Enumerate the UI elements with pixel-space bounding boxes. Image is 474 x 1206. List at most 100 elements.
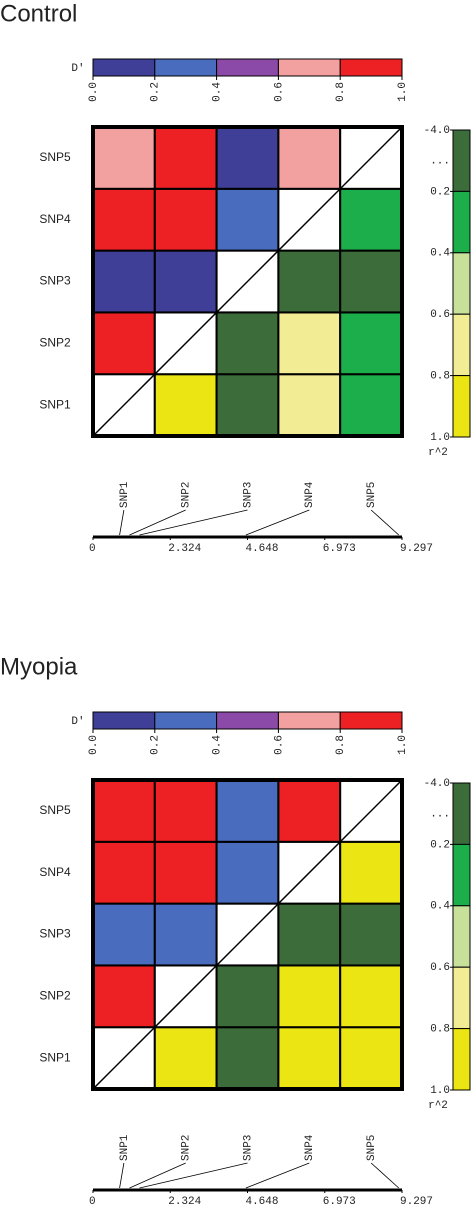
r2-legend-label: r^2 bbox=[428, 447, 448, 459]
snp-row-label: SNP4 bbox=[39, 865, 71, 879]
r2-legend-swatch bbox=[452, 190, 471, 254]
dprime-cell bbox=[215, 126, 280, 190]
dprime-legend-label: D' bbox=[71, 63, 84, 75]
r2-tick-label: -4.0 bbox=[424, 778, 450, 790]
r2-cell bbox=[339, 311, 404, 376]
snp-position-connector bbox=[139, 1162, 248, 1189]
r2-tick-label: 1.0 bbox=[430, 432, 450, 444]
r2-cell bbox=[277, 902, 342, 967]
r2-cell bbox=[339, 1026, 404, 1091]
snp-row-label: SNP3 bbox=[39, 927, 71, 941]
dprime-cell bbox=[215, 840, 280, 905]
r2-cell bbox=[215, 964, 280, 1029]
dprime-cell bbox=[92, 840, 156, 905]
dprime-legend-swatch bbox=[92, 711, 156, 730]
snp-axis-label: SNP5 bbox=[366, 1135, 378, 1161]
diagonal bbox=[92, 779, 403, 1090]
r2-cell bbox=[339, 373, 404, 438]
dprime-cell bbox=[92, 964, 156, 1029]
x-tick-label: 0 bbox=[89, 543, 96, 555]
snp-axis-label: SNP4 bbox=[304, 481, 316, 508]
snp-position-connector bbox=[129, 1162, 186, 1189]
snp-axis-label: SNP2 bbox=[181, 482, 193, 508]
snp-row-label: SNP1 bbox=[39, 397, 71, 411]
diagonal bbox=[92, 126, 403, 437]
dprime-legend-swatch bbox=[339, 711, 403, 730]
snp-row-label: SNP3 bbox=[39, 274, 71, 288]
snp-position-connector bbox=[129, 509, 186, 536]
r2-tick-label: ... bbox=[430, 809, 450, 821]
dprime-cell bbox=[277, 779, 342, 843]
dprime-cell bbox=[215, 779, 280, 843]
dprime-tick-label: 0.0 bbox=[88, 82, 100, 102]
snp-row-label: SNP5 bbox=[39, 150, 71, 164]
snp-axis-label: SNP3 bbox=[242, 482, 254, 508]
dprime-tick-label: 0.4 bbox=[212, 82, 224, 102]
r2-legend-swatch bbox=[452, 843, 471, 907]
dprime-tick-label: 0.8 bbox=[335, 735, 347, 755]
panel-title: Control bbox=[0, 0, 77, 27]
snp-axis-label: SNP2 bbox=[181, 1135, 193, 1161]
matrix-border bbox=[91, 125, 404, 438]
r2-cell bbox=[215, 373, 280, 438]
x-tick-label: 0 bbox=[89, 1196, 96, 1206]
r2-tick-label: 0.4 bbox=[430, 901, 450, 913]
matrix-border bbox=[91, 778, 404, 1091]
r2-legend-swatch bbox=[452, 966, 471, 1030]
panel: Control D' 0.0 0.2 0.4 0.6 0.8 1.0 SNP1 SNP2 SNP3 S… bbox=[0, 0, 471, 555]
r2-cell bbox=[277, 311, 342, 376]
dprime-tick-label: 0.2 bbox=[150, 735, 162, 755]
x-tick-label: 2.324 bbox=[168, 543, 201, 555]
dprime-cell bbox=[92, 249, 156, 314]
dprime-legend-swatch bbox=[154, 58, 218, 77]
r2-tick-label: 0.6 bbox=[430, 962, 450, 974]
r2-legend-swatch bbox=[452, 782, 471, 845]
x-tick-label: 9.297 bbox=[400, 1196, 433, 1206]
dprime-tick-label: 0.0 bbox=[88, 735, 100, 755]
snp-row-label: SNP4 bbox=[39, 212, 71, 226]
dprime-legend-swatch bbox=[216, 58, 279, 77]
r2-cell bbox=[215, 311, 280, 376]
dprime-cell bbox=[92, 311, 156, 376]
r2-cell bbox=[339, 964, 404, 1029]
dprime-cell bbox=[153, 902, 218, 967]
snp-axis-label: SNP3 bbox=[242, 1135, 254, 1161]
dprime-cell bbox=[153, 187, 218, 252]
snp-position-connector bbox=[139, 509, 248, 536]
r2-cell bbox=[153, 373, 218, 438]
snp-row-label: SNP1 bbox=[39, 1050, 71, 1064]
r2-legend-swatch bbox=[452, 905, 471, 968]
dprime-tick-label: 1.0 bbox=[397, 735, 409, 755]
r2-cell bbox=[339, 902, 404, 967]
dprime-cell bbox=[92, 902, 156, 967]
snp-position-connector bbox=[245, 1162, 310, 1189]
x-tick-label: 4.648 bbox=[245, 1196, 278, 1206]
r2-cell bbox=[339, 840, 404, 905]
r2-cell bbox=[215, 1026, 280, 1091]
dprime-legend-swatch bbox=[216, 711, 279, 730]
r2-cell bbox=[339, 187, 404, 252]
r2-cell bbox=[277, 249, 342, 314]
dprime-cell bbox=[92, 779, 156, 843]
r2-tick-label: 1.0 bbox=[430, 1085, 450, 1097]
dprime-cell bbox=[92, 126, 156, 190]
r2-cell bbox=[277, 373, 342, 438]
panel-title: Myopia bbox=[0, 653, 78, 680]
dprime-cell bbox=[277, 126, 342, 190]
x-tick-label: 9.297 bbox=[400, 543, 433, 555]
snp-position-connector bbox=[119, 509, 125, 536]
dprime-legend-swatch bbox=[277, 58, 341, 77]
r2-legend-swatch bbox=[452, 129, 471, 192]
snp-axis-label: SNP5 bbox=[366, 482, 378, 508]
dprime-tick-label: 0.2 bbox=[150, 82, 162, 102]
r2-legend-swatch bbox=[452, 375, 471, 438]
dprime-tick-label: 1.0 bbox=[397, 82, 409, 102]
snp-axis-label: SNP1 bbox=[119, 481, 131, 508]
r2-legend-swatch bbox=[452, 252, 471, 315]
r2-tick-label: ... bbox=[430, 156, 450, 168]
dprime-tick-label: 0.8 bbox=[335, 82, 347, 102]
x-tick-label: 6.973 bbox=[323, 543, 356, 555]
dprime-cell bbox=[153, 840, 218, 905]
dprime-legend-swatch bbox=[339, 58, 403, 77]
